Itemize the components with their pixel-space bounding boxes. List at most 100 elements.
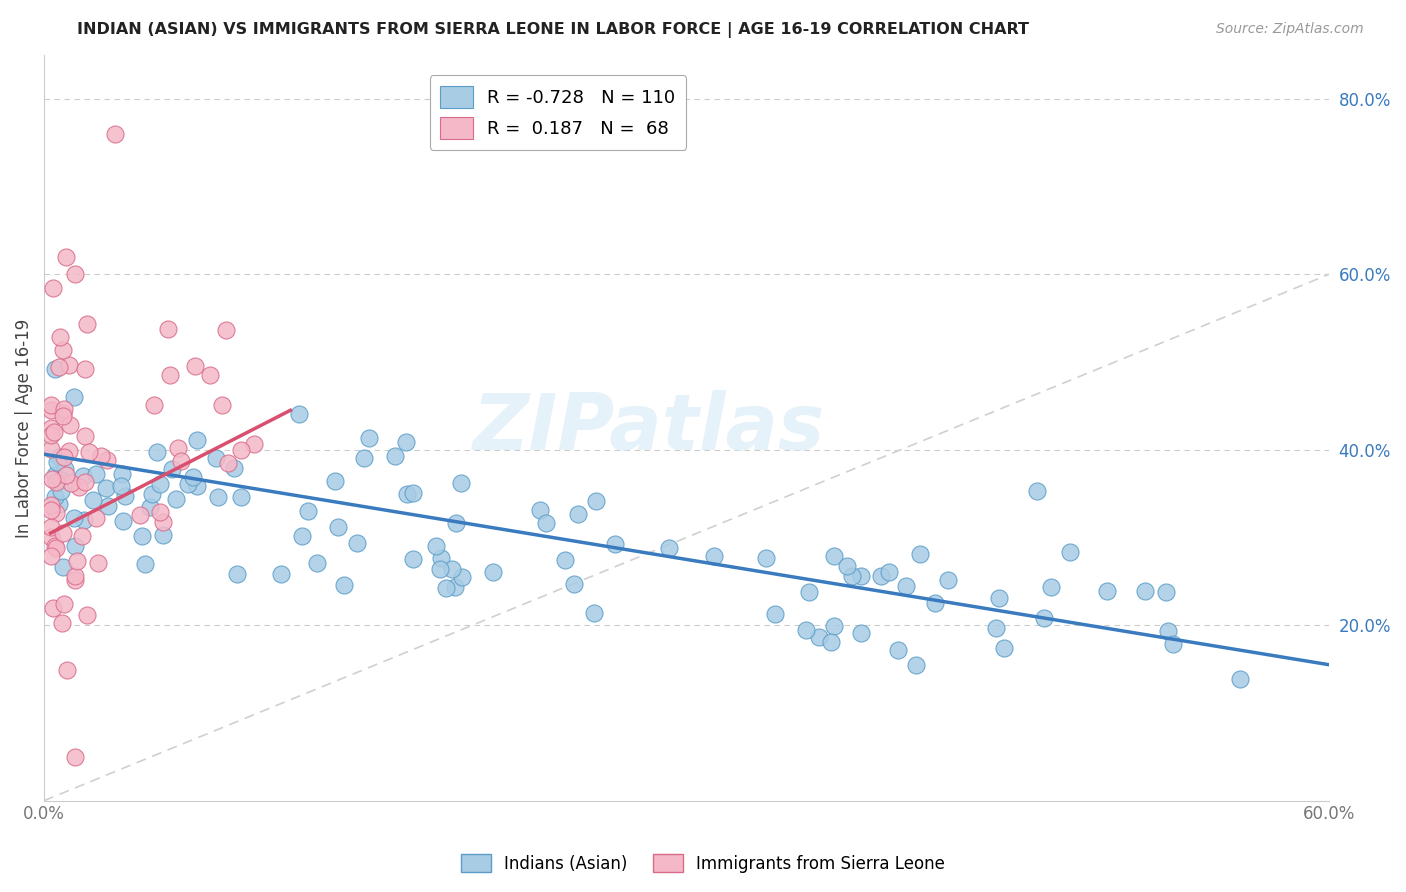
Point [755, 550, 778, 565]
Point [41, 472, 63, 486]
Point [160, 462, 183, 476]
Point [1154, 585, 1177, 599]
Text: ZIPatlas: ZIPatlas [472, 390, 824, 466]
Point [170, 454, 193, 468]
Point [184, 359, 207, 373]
Point [450, 476, 472, 491]
Point [76, 607, 98, 622]
Point [48, 450, 70, 464]
Point [177, 477, 200, 491]
Point [48, 497, 70, 511]
Point [45, 541, 67, 555]
Point [808, 631, 831, 645]
Point [794, 624, 817, 638]
Point [134, 558, 156, 572]
Y-axis label: In Labor Force | Age 16-19: In Labor Force | Age 16-19 [15, 318, 32, 538]
Point [165, 492, 187, 507]
Point [346, 536, 368, 550]
Point [39, 498, 62, 512]
Point [1229, 673, 1251, 687]
Point [52, 409, 75, 423]
Point [703, 549, 725, 563]
Point [333, 578, 356, 592]
Point [111, 514, 134, 528]
Point [39, 421, 62, 435]
Point [44, 361, 66, 376]
Point [152, 528, 174, 542]
Point [84, 510, 107, 524]
Point [869, 569, 891, 583]
Point [62, 390, 84, 404]
Point [45, 506, 67, 520]
Point [823, 549, 845, 563]
Point [52, 560, 75, 574]
Point [402, 552, 425, 566]
Point [924, 596, 946, 610]
Point [48, 359, 70, 374]
Point [440, 562, 463, 576]
Point [70, 529, 93, 543]
Point [207, 491, 229, 505]
Point [243, 437, 266, 451]
Point [146, 445, 169, 459]
Point [1157, 624, 1180, 638]
Point [429, 562, 451, 576]
Point [534, 516, 557, 530]
Point [988, 591, 1011, 605]
Point [49, 330, 72, 344]
Point [167, 441, 190, 455]
Point [51, 615, 73, 630]
Point [434, 582, 457, 596]
Point [73, 475, 96, 489]
Point [51, 473, 73, 487]
Point [297, 504, 319, 518]
Point [763, 607, 786, 622]
Point [60, 476, 83, 491]
Point [96, 453, 118, 467]
Point [215, 323, 238, 337]
Point [186, 478, 208, 492]
Point [59, 417, 82, 432]
Point [63, 268, 86, 282]
Point [849, 626, 872, 640]
Point [149, 476, 172, 491]
Point [56, 664, 79, 678]
Point [94, 481, 117, 495]
Point [291, 529, 314, 543]
Point [823, 619, 845, 633]
Point [90, 449, 112, 463]
Point [52, 526, 75, 541]
Point [76, 318, 98, 332]
Point [395, 486, 418, 500]
Point [148, 504, 170, 518]
Point [305, 556, 328, 570]
Point [39, 399, 62, 413]
Point [984, 621, 1007, 635]
Point [52, 406, 75, 420]
Point [217, 456, 239, 470]
Point [326, 520, 349, 534]
Point [82, 493, 104, 508]
Point [44, 539, 66, 553]
Point [55, 250, 77, 264]
Point [225, 567, 247, 582]
Point [73, 513, 96, 527]
Point [357, 431, 380, 445]
Point [52, 450, 75, 465]
Point [1025, 483, 1047, 498]
Point [395, 434, 418, 449]
Point [186, 433, 208, 447]
Point [58, 358, 80, 372]
Point [482, 565, 505, 579]
Text: Source: ZipAtlas.com: Source: ZipAtlas.com [1216, 22, 1364, 37]
Point [231, 490, 253, 504]
Point [567, 507, 589, 521]
Point [63, 749, 86, 764]
Point [62, 511, 84, 525]
Point [841, 569, 863, 583]
Point [886, 643, 908, 657]
Point [42, 601, 65, 615]
Point [39, 428, 62, 442]
Point [152, 515, 174, 529]
Point [77, 444, 100, 458]
